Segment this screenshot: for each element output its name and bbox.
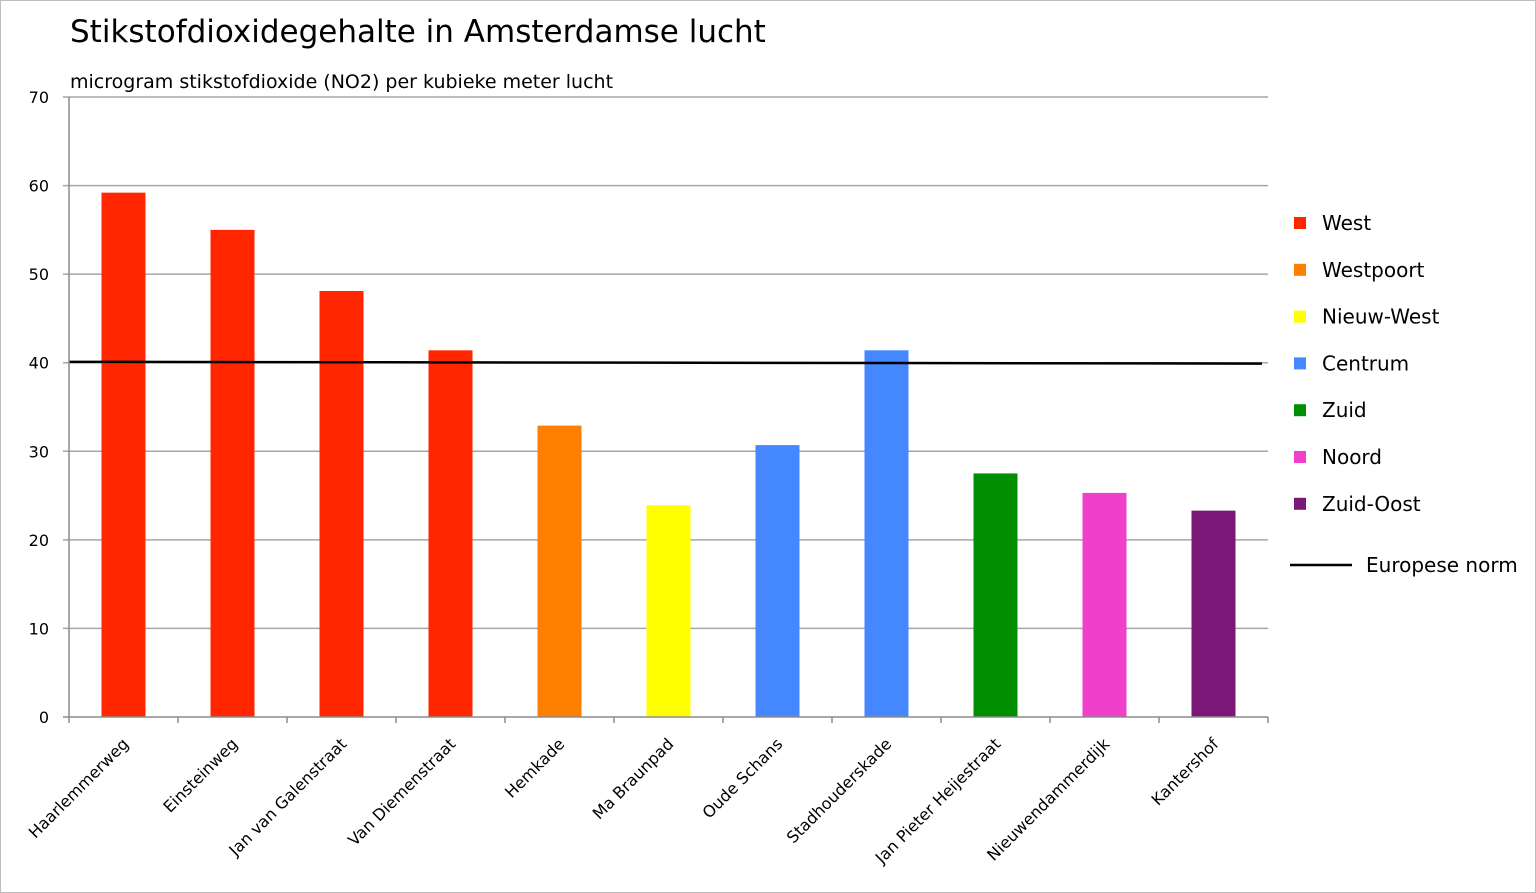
chart-title: Stikstofdioxidegehalte in Amsterdamse lu… [70,14,766,50]
y-tick-label: 40 [29,354,49,373]
legend-swatch [1294,310,1306,323]
legend-label-reference: Europese norm [1366,553,1518,577]
x-tick-label: Stadhouderskade [783,734,896,847]
legend-swatch [1294,357,1306,370]
y-tick-label: 50 [29,265,49,284]
legend-label: Zuid-Oost [1322,492,1421,516]
bar-nieuwendammerdijk [1082,492,1127,717]
legend-label: Westpoort [1322,258,1425,282]
x-tick-label: Jan Pieter Heijestraat [871,734,1004,867]
x-tick-label: Ma Braunpad [589,734,678,823]
legend: West Westpoort Nieuw-West Centrum Zuid Noord Z… [1290,211,1518,577]
axes [63,97,1269,723]
legend-label: West [1322,211,1371,235]
legend-swatch [1294,404,1306,417]
x-tick-label: Kantershof [1148,734,1223,809]
bar-stadhouderskade [864,350,909,717]
x-tick-label: Hemkade [501,734,568,801]
y-tick-label: 30 [29,442,49,461]
x-tick-label: Jan van Galenstraat [224,734,350,860]
bar-jan-van-galenstraat [319,290,364,717]
x-tick-label: Nieuwendammerdijk [983,734,1114,865]
legend-swatch [1294,451,1306,463]
y-tick-label: 10 [29,619,49,638]
bar-oude-schans [755,445,800,717]
bar-hemkade [537,425,582,717]
reference-line [68,360,1263,365]
legend-label: Centrum [1322,351,1409,375]
bar-kantershof [1191,510,1236,717]
x-tick-label: Haarlemmerweg [25,734,133,842]
y-tick-labels: 0 10 20 30 40 50 60 70 [29,88,49,727]
chart-subtitle: microgram stikstofdioxide (NO2) per kubi… [70,71,613,93]
legend-label: Nieuw-West [1322,305,1440,329]
reference-line-group [68,360,1263,365]
legend-swatch [1294,217,1306,229]
legend-label: Zuid [1322,398,1367,422]
x-tick-label: Oude Schans [699,734,787,822]
bar-van-diemenstraat [428,350,473,717]
y-tick-label: 0 [39,708,49,727]
bar-haarlemmerweg [101,192,146,717]
legend-swatch [1294,263,1306,276]
y-tick-label: 70 [29,88,49,107]
bar-jan-pieter-heijestraat [973,473,1018,717]
x-tick-label: Einsteinweg [159,734,241,816]
y-tick-label: 60 [29,177,49,196]
x-tick-label: Van Diemenstraat [344,734,459,849]
bar-ma-braunpad [646,505,691,717]
gridlines [63,96,1268,630]
y-tick-label: 20 [29,531,49,550]
legend-swatch [1294,497,1306,510]
legend-label: Noord [1322,445,1382,469]
bar-einsteinweg [210,229,255,717]
bars [101,192,1236,717]
